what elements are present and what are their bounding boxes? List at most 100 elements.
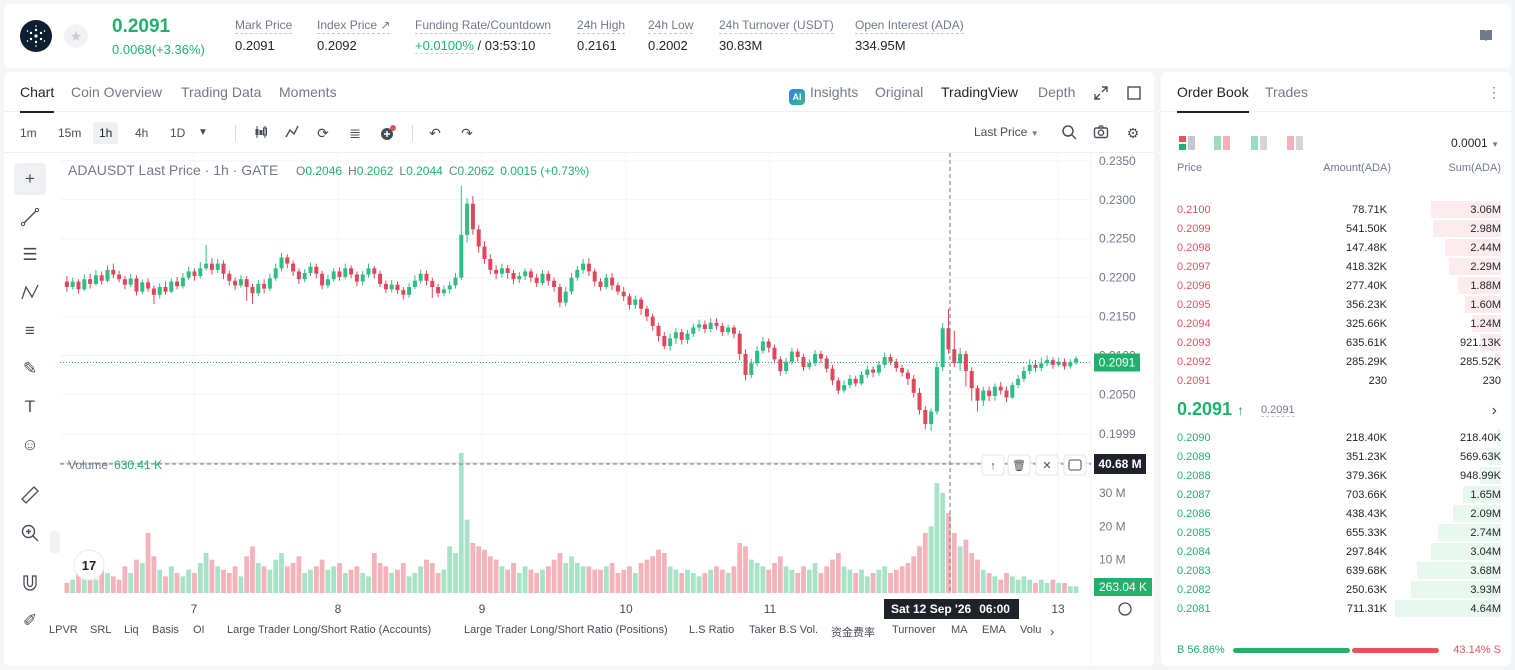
layout-sell-icon[interactable]	[1287, 136, 1303, 150]
move-up-icon[interactable]	[981, 454, 1005, 476]
magnet-tool-icon[interactable]	[14, 567, 46, 599]
settings-gear-icon[interactable]: ⚙	[1126, 125, 1140, 141]
orderbook-row[interactable]: 0.2085 655.33K 2.74M	[1161, 523, 1511, 542]
orderbook-row[interactable]: 0.2096 277.40K 1.88M	[1161, 276, 1511, 295]
undo-icon[interactable]: ↶	[429, 125, 441, 141]
indicator-lpvr[interactable]: LPVR	[49, 624, 78, 636]
indicator-lt-positions[interactable]: Large Trader Long/Short Ratio (Positions…	[464, 624, 668, 636]
lock-drawing-icon[interactable]: ✐	[22, 611, 38, 630]
orderbook-row[interactable]: 0.2091 230 230	[1161, 371, 1511, 390]
layout-both-icon[interactable]	[1179, 136, 1195, 150]
orderbook-row[interactable]: 0.2084 297.84K 3.04M	[1161, 542, 1511, 561]
tab-coin-overview[interactable]: Coin Overview	[71, 84, 163, 100]
refresh-icon[interactable]: ⟳	[317, 125, 329, 141]
candle-type-icon[interactable]	[252, 124, 270, 142]
volume-bar	[1038, 579, 1044, 593]
trendline-tool-icon[interactable]	[14, 201, 46, 233]
indicator-liq[interactable]: Liq	[124, 624, 139, 636]
timeframe-4h[interactable]: 4h	[135, 126, 149, 140]
fib-tool-icon[interactable]: ☰	[22, 245, 38, 264]
tradingview-logo-icon[interactable]: 17	[73, 549, 105, 581]
indicator-taker-vol[interactable]: Taker B.S Vol.	[749, 624, 819, 636]
volume-bar	[841, 566, 847, 593]
orderbook-row[interactable]: 0.2092 285.29K 285.52K	[1161, 352, 1511, 371]
timeframe-15m[interactable]: 15m	[58, 126, 82, 140]
orderbook-row[interactable]: 0.2094 325.66K 1.24M	[1161, 314, 1511, 333]
orderbook-row[interactable]: 0.2083 639.68K 3.68M	[1161, 561, 1511, 580]
delete-pane-icon[interactable]	[1007, 454, 1031, 476]
timeframe-1h[interactable]: 1h	[93, 122, 119, 144]
camera-icon[interactable]	[1092, 124, 1110, 142]
brush-tool-icon[interactable]: ✎	[22, 359, 38, 378]
search-icon[interactable]	[1060, 124, 1078, 142]
indicator-oi[interactable]: OI	[193, 624, 205, 636]
orderbook-row[interactable]: 0.2089 351.23K 569.63K	[1161, 447, 1511, 466]
funding-rate-value[interactable]: +0.0100%	[415, 38, 474, 54]
tab-depth[interactable]: Depth	[1038, 84, 1076, 100]
orderbook-row[interactable]: 0.2097 418.32K 2.29M	[1161, 257, 1511, 276]
precision-select[interactable]: 0.0001 ▼	[1451, 136, 1499, 150]
indicators-icon[interactable]	[283, 124, 301, 142]
timeframe-1m[interactable]: 1m	[20, 126, 37, 140]
axis-settings-icon[interactable]	[1118, 602, 1132, 616]
orderbook-row[interactable]: 0.2086 438.43K 2.09M	[1161, 504, 1511, 523]
add-alert-icon[interactable]	[379, 124, 397, 142]
indicator-ema[interactable]: EMA	[982, 624, 1006, 636]
chevron-right-icon[interactable]: ›	[1491, 402, 1497, 419]
row-price: 0.2094	[1177, 318, 1211, 330]
redo-icon[interactable]: ↷	[461, 125, 473, 141]
indicator-ma[interactable]: MA	[951, 624, 968, 636]
orderbook-row[interactable]: 0.2081 711.31K 4.64M	[1161, 599, 1511, 618]
orderbook-row[interactable]: 0.2095 356.23K 1.60M	[1161, 295, 1511, 314]
orderbook-row[interactable]: 0.2088 379.36K 948.99K	[1161, 466, 1511, 485]
orderbook-row[interactable]: 0.2082 250.63K 3.93M	[1161, 580, 1511, 599]
indicator-srl[interactable]: SRL	[90, 624, 112, 636]
text-tool-icon[interactable]: T	[24, 397, 36, 416]
more-options-icon[interactable]: ⋮	[1487, 84, 1501, 100]
orderbook-row[interactable]: 0.2090 218.40K 218.40K	[1161, 428, 1511, 447]
indicator-volume[interactable]: Volu	[1020, 624, 1042, 636]
timeframe-dropdown-icon[interactable]: ▼	[198, 127, 208, 138]
candlestick-chart[interactable]: 0.23500.23000.22500.22000.21500.21000.20…	[4, 153, 1154, 666]
layout-buy-icon[interactable]	[1251, 136, 1267, 150]
orderbook-row[interactable]: 0.2100 78.71K 3.06M	[1161, 200, 1511, 219]
tab-insights[interactable]: AI Insights	[789, 84, 858, 105]
templates-icon[interactable]: ≣	[349, 125, 361, 141]
tab-trading-data[interactable]: Trading Data	[181, 84, 262, 100]
collapse-pane-icon[interactable]	[1035, 454, 1059, 476]
tab-trades[interactable]: Trades	[1265, 84, 1309, 100]
expand-icon[interactable]	[1094, 84, 1108, 103]
orderbook-row[interactable]: 0.2098 147.48K 2.44M	[1161, 238, 1511, 257]
tab-tradingview[interactable]: TradingView	[941, 84, 1019, 100]
chart-plot-area[interactable]: 0.23500.23000.22500.22000.21500.21000.20…	[4, 153, 1154, 666]
book-icon[interactable]	[1479, 28, 1493, 42]
indicator-funding[interactable]: 资金费率	[831, 627, 875, 639]
tab-chart[interactable]: Chart	[20, 84, 55, 113]
indicator-turnover[interactable]: Turnover	[892, 624, 936, 636]
maximize-pane-icon[interactable]	[1063, 454, 1087, 476]
tab-moments[interactable]: Moments	[279, 84, 337, 100]
favorite-star-icon[interactable]: ★	[64, 24, 88, 48]
timeframe-1d[interactable]: 1D	[170, 126, 186, 140]
zoom-in-icon[interactable]	[14, 517, 46, 549]
price-type-select[interactable]: Last Price ▼	[974, 125, 1039, 139]
indicator-ls-ratio[interactable]: L.S Ratio	[689, 624, 735, 636]
pattern-tool-icon[interactable]	[14, 277, 46, 309]
tab-original[interactable]: Original	[875, 84, 924, 100]
ruler-tool-icon[interactable]	[14, 479, 46, 511]
crosshair-tool-icon[interactable]: +	[14, 163, 46, 195]
stat-index-price[interactable]: Index Price ↗ 0.2092	[317, 18, 391, 53]
projection-tool-icon[interactable]: ≡	[25, 321, 35, 340]
emoji-tool-icon[interactable]: ☺	[21, 435, 39, 454]
candle-body	[1050, 360, 1055, 365]
orderbook-row[interactable]: 0.2087 703.66K 1.65M	[1161, 485, 1511, 504]
indicator-lt-accounts[interactable]: Large Trader Long/Short Ratio (Accounts)	[227, 624, 432, 636]
scroll-right-icon[interactable]: ›	[1050, 624, 1055, 639]
orderbook-row[interactable]: 0.2099 541.50K 2.98M	[1161, 219, 1511, 238]
orderbook-row[interactable]: 0.2093 635.61K 921.13K	[1161, 333, 1511, 352]
layout-bids-icon[interactable]	[1214, 136, 1230, 150]
indicator-basis[interactable]: Basis	[152, 624, 179, 636]
window-icon[interactable]	[1127, 84, 1141, 103]
tab-order-book[interactable]: Order Book	[1177, 84, 1249, 113]
collapse-toolbar-handle[interactable]	[50, 531, 60, 553]
